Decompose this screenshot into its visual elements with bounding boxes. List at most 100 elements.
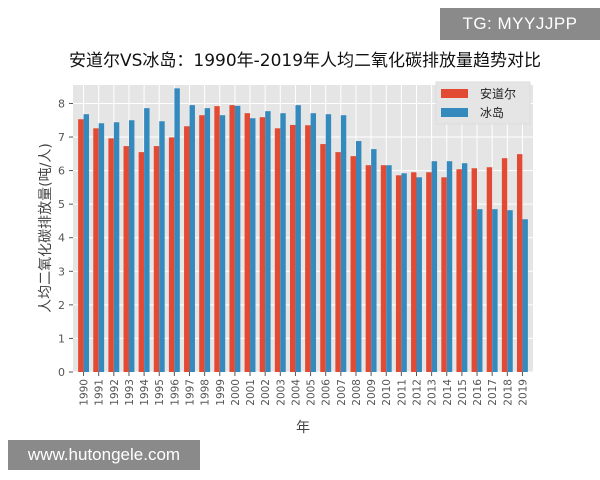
watermark-bottom: www.hutongele.com (8, 440, 200, 470)
x-tick-label: 2007 (336, 379, 348, 406)
bar-andorra-2005 (305, 125, 311, 372)
legend-swatch-iceland (441, 108, 468, 117)
bar-andorra-2012 (411, 172, 417, 372)
x-tick-label: 1994 (139, 379, 151, 406)
x-axis-label: 年 (296, 420, 310, 436)
bar-andorra-2019 (516, 154, 523, 372)
x-ticks: 1990 1991 1992 1993 1994 1995 1996 1997 1998 1999… (79, 372, 529, 406)
bar-iceland-2002 (265, 111, 271, 372)
bar-andorra-2004 (289, 124, 296, 372)
bar-iceland-1997 (189, 105, 195, 372)
x-tick-label: 1997 (185, 379, 197, 406)
bar-andorra-1997 (184, 126, 190, 372)
watermark-top: TG: MYYJJPP (440, 8, 600, 40)
bar-iceland-1991 (98, 123, 105, 373)
bar-andorra-1990 (78, 119, 84, 373)
y-tick-label: 1 (58, 332, 65, 345)
y-tick-label: 6 (58, 165, 65, 178)
y-tick-label: 5 (58, 198, 65, 211)
x-tick-label: 2002 (260, 379, 272, 406)
bar-andorra-1996 (168, 137, 175, 372)
bar-iceland-2005 (310, 113, 317, 373)
bar-andorra-1994 (138, 152, 145, 372)
bar-iceland-2009 (371, 149, 377, 372)
bar-andorra-2013 (426, 172, 432, 372)
plot-background (73, 85, 533, 372)
bar-andorra-2014 (441, 177, 447, 372)
bar-andorra-2016 (471, 168, 478, 372)
bar-iceland-2016 (477, 209, 483, 372)
bar-andorra-1999 (214, 106, 220, 372)
x-tick-label: 2010 (381, 379, 393, 406)
x-tick-label: 2001 (245, 379, 257, 406)
bar-andorra-2001 (244, 113, 251, 373)
y-ticks: 0 1 2 3 4 5 6 7 8 (58, 97, 73, 379)
x-tick-label: 2013 (427, 379, 439, 406)
bar-iceland-1998 (204, 108, 211, 372)
x-tick-label: 1991 (94, 379, 106, 406)
bar-iceland-1995 (159, 121, 165, 373)
bar-andorra-2006 (320, 144, 326, 372)
x-tick-label: 2008 (351, 379, 363, 406)
y-tick-label: 2 (58, 299, 65, 312)
y-tick-label: 7 (58, 131, 65, 144)
x-tick-label: 1995 (154, 379, 166, 406)
bars (78, 88, 528, 373)
bar-iceland-1992 (113, 122, 120, 373)
bar-andorra-1993 (123, 146, 129, 372)
bar-andorra-1992 (108, 138, 114, 372)
x-tick-label: 2018 (502, 379, 514, 406)
bar-iceland-1996 (174, 88, 180, 373)
x-tick-label: 2003 (275, 379, 287, 406)
chart-title: 安道尔VS冰岛：1990年-2019年人均二氧化碳排放量趋势对比 (69, 51, 541, 71)
x-tick-label: 1996 (169, 379, 181, 406)
bar-andorra-2003 (274, 128, 281, 372)
bar-iceland-2008 (355, 141, 362, 372)
legend-label-andorra: 安道尔 (480, 86, 516, 101)
y-axis-label: 人均二氧化碳排放量(吨/人) (38, 143, 54, 313)
x-tick-label: 2009 (366, 379, 378, 406)
bar-andorra-1998 (199, 115, 205, 373)
legend-label-iceland: 冰岛 (480, 105, 504, 120)
bar-andorra-2009 (365, 165, 372, 372)
bar-andorra-2017 (486, 167, 493, 372)
bar-iceland-2011 (401, 173, 407, 372)
x-tick-label: 1998 (200, 379, 212, 406)
bar-andorra-2000 (229, 105, 235, 372)
bar-iceland-2013 (431, 161, 438, 372)
x-tick-label: 2016 (472, 379, 484, 406)
bar-andorra-2010 (380, 165, 387, 372)
bar-andorra-1995 (153, 146, 160, 372)
x-tick-label: 2012 (412, 379, 424, 406)
y-tick-label: 0 (58, 366, 65, 379)
y-tick-label: 8 (58, 97, 65, 110)
bar-iceland-1993 (128, 120, 135, 373)
x-tick-label: 1992 (109, 379, 121, 406)
x-tick-label: 2017 (487, 379, 499, 406)
x-tick-label: 1990 (79, 379, 91, 406)
bar-iceland-1990 (83, 114, 90, 373)
x-tick-label: 1999 (215, 379, 227, 406)
x-tick-label: 2019 (517, 379, 529, 406)
bar-iceland-2018 (507, 210, 513, 372)
x-tick-label: 2000 (230, 379, 242, 406)
bar-andorra-2018 (501, 158, 508, 372)
x-tick-label: 2006 (321, 379, 333, 406)
bar-iceland-2015 (461, 163, 468, 372)
y-tick-label: 4 (58, 232, 65, 245)
bar-iceland-2007 (340, 115, 347, 373)
bar-andorra-2002 (259, 117, 266, 372)
bar-iceland-1999 (219, 115, 226, 373)
bar-iceland-2017 (492, 209, 498, 372)
bar-andorra-2007 (335, 152, 341, 372)
bar-andorra-1991 (93, 128, 99, 372)
legend: 安道尔 冰岛 (435, 81, 531, 125)
bar-iceland-2001 (250, 118, 256, 372)
bar-andorra-2011 (395, 175, 402, 372)
y-tick-label: 3 (58, 265, 65, 278)
bar-iceland-2000 (234, 105, 241, 372)
bar-andorra-2015 (456, 169, 462, 372)
legend-swatch-andorra (441, 89, 468, 98)
x-tick-label: 1993 (124, 379, 136, 406)
